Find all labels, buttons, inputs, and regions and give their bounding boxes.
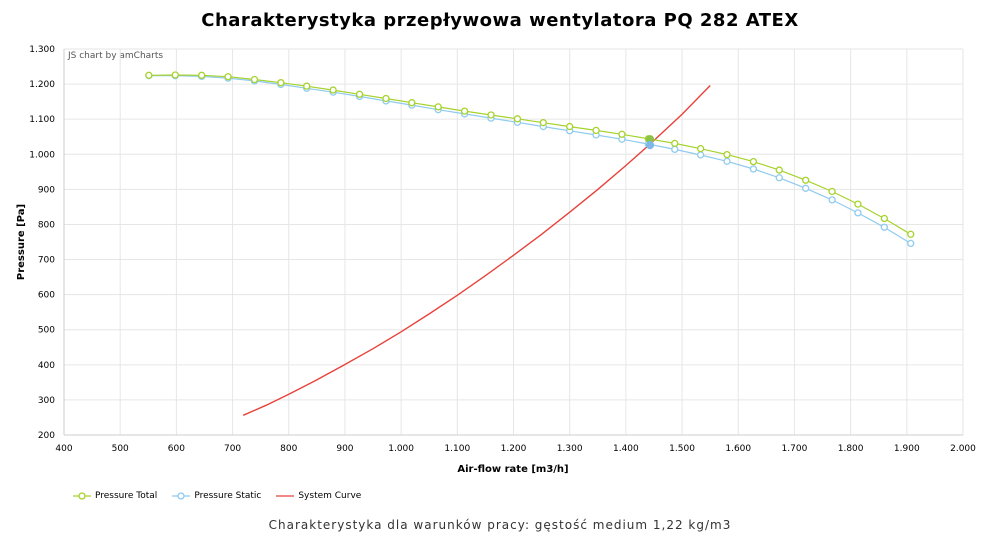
pressure-total-point[interactable] [434,103,442,111]
legend-swatch-pressure-total [73,492,91,500]
pressure-total-point[interactable] [671,139,679,148]
pressure-total-point[interactable] [198,71,206,79]
system-curve-line [242,85,711,416]
pressure-static-point[interactable] [723,157,731,165]
pressure-total-point[interactable] [880,214,888,223]
pressure-total-point[interactable] [303,82,311,90]
pressure-total-point[interactable] [171,71,179,79]
pressure-total-point[interactable] [749,157,758,166]
x-tick-label: 800 [280,444,297,454]
pressure-total-point[interactable] [408,99,416,107]
pressure-total-point[interactable] [329,86,337,94]
pressure-total-point[interactable] [487,111,495,119]
pressure-total-point[interactable] [723,150,731,159]
y-tick-label: 1.100 [29,115,55,125]
pressure-total-point[interactable] [250,75,259,84]
y-tick-label: 600 [38,291,55,301]
pressure-total-point[interactable] [802,176,810,184]
legend-swatch-pressure-static [172,492,191,500]
chart-grid [63,48,964,436]
pressure-total-point[interactable] [775,166,783,174]
x-tick-label: 1.500 [669,444,695,454]
x-tick-label: 500 [112,444,129,454]
x-tick-label: 1.000 [388,444,414,454]
pressure-total-point[interactable] [355,90,364,98]
legend-item-pressure-static[interactable]: Pressure Static [171,491,261,501]
y-tick-label: 1.000 [29,150,55,160]
y-tick-label: 700 [38,256,55,266]
x-tick-label: 600 [168,444,185,454]
legend-label: System Curve [298,491,362,501]
x-tick-label: 900 [336,444,353,454]
pressure-static-point[interactable] [696,151,705,159]
x-tick-label: 400 [55,444,72,454]
x-tick-label: 1.200 [501,444,527,454]
y-tick-label: 1.200 [29,80,55,90]
pressure-total-point[interactable] [618,130,626,138]
pressure-total-point[interactable] [145,71,153,79]
pressure-static-point[interactable] [854,209,862,217]
pressure-static-operating-point[interactable] [645,141,655,150]
pressure-static-point[interactable] [749,165,758,173]
x-tick-label: 1.100 [444,444,470,454]
chart-subtitle: Charakterystyka dla warunków pracy: gęst… [268,518,732,532]
y-tick-label: 900 [38,185,55,195]
chart-credit[interactable]: JS chart by amCharts [68,51,164,61]
x-tick-label: 1.800 [838,444,864,454]
chart-axes: 400 500 600 700 800 900 1.000 1.100 1.200 1.300 1.… [29,45,976,454]
pressure-total-point[interactable] [566,122,574,131]
x-tick-label: 1.700 [782,444,808,454]
pressure-total-line [148,74,912,235]
x-axis-label: Air-flow rate [m3/h] [457,464,568,475]
x-tick-label: 700 [224,444,241,454]
y-tick-label: 400 [38,361,55,371]
pressure-static-line [148,75,912,244]
pressure-static-point[interactable] [802,184,810,192]
y-tick-label: 800 [38,220,55,230]
chart-legend: Pressure Total Pressure Static System Curv… [72,491,361,501]
legend-item-system-curve[interactable]: System Curve [275,491,361,501]
pressure-total-point[interactable] [592,126,600,135]
x-tick-label: 1.400 [613,444,639,454]
chart-series [145,71,915,416]
pressure-static-point[interactable] [775,174,783,182]
y-tick-label: 200 [38,431,55,441]
y-tick-label: 500 [38,326,55,336]
y-tick-label: 300 [38,396,55,406]
legend-swatch-system-curve [276,495,295,497]
pressure-total-point[interactable] [854,200,862,208]
legend-label: Pressure Static [194,491,262,501]
x-tick-label: 1.600 [725,444,751,454]
y-axis-label: Pressure [Pa] [16,204,27,280]
pressure-total-point[interactable] [907,230,915,238]
pressure-total-point[interactable] [460,107,469,115]
chart-title: Charakterystyka przepływowa wentylatora … [201,10,799,31]
pressure-total-point[interactable] [828,187,836,196]
pressure-static-point[interactable] [880,223,888,231]
x-tick-label: 2.000 [950,444,976,454]
pressure-total-point[interactable] [382,94,390,103]
pressure-total-point[interactable] [224,73,232,81]
legend-item-pressure-total[interactable]: Pressure Total [72,491,157,501]
pressure-static-point[interactable] [671,145,679,154]
legend-label: Pressure Total [95,491,158,501]
pressure-static-point[interactable] [907,239,915,248]
pressure-total-point[interactable] [696,145,705,153]
pressure-total-point[interactable] [513,115,522,123]
y-tick-label: 1.300 [29,45,55,55]
pressure-total-point[interactable] [539,119,547,127]
x-tick-label: 1.300 [557,444,583,454]
pressure-static-point[interactable] [828,196,836,204]
x-tick-label: 1.900 [894,444,920,454]
pressure-total-point[interactable] [277,79,285,87]
